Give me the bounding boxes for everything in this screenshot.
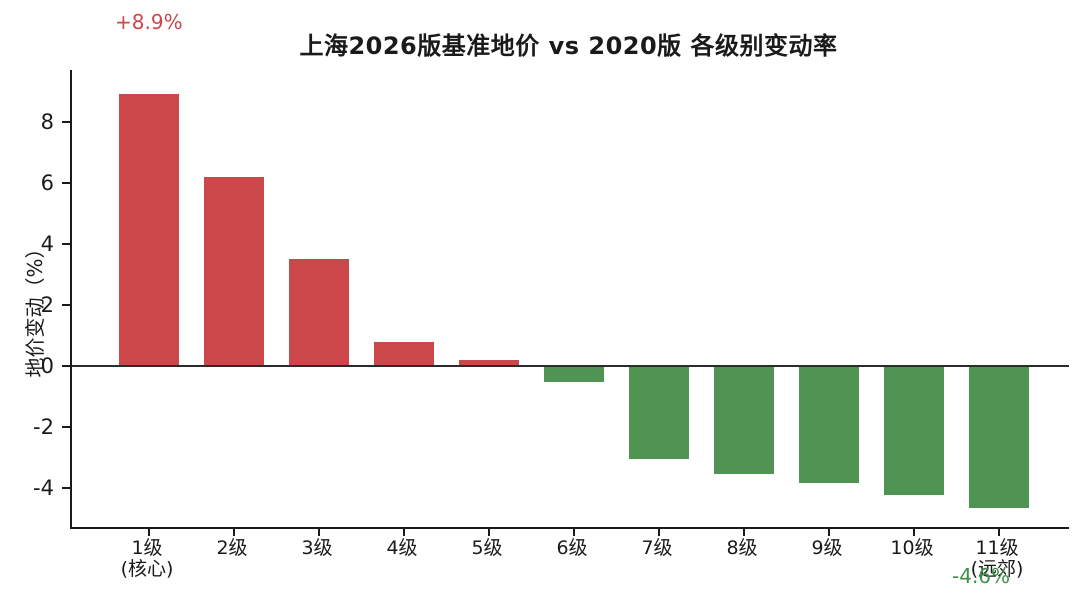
bar-7级 <box>629 367 689 459</box>
chart-title: 上海2026版基准地价 vs 2020版 各级别变动率 <box>299 32 838 60</box>
bar-1级 <box>119 94 179 366</box>
x-category-label-4级: 4级 <box>386 537 418 559</box>
x-category-label-3级: 3级 <box>301 537 333 559</box>
x-category-label-11级: 11级 (远郊) <box>970 537 1024 580</box>
x-tick-mark <box>233 527 235 536</box>
min-value-annotation: -4.6% <box>952 564 1011 588</box>
x-category-label-10级: 10级 <box>890 537 934 559</box>
x-axis-labels: 1级 (核心) 2级 3级 4级 5级 6级 7级 8级 9级 10级 11级 (远郊) <box>70 538 1067 588</box>
zero-line <box>72 365 1069 367</box>
y-tick-mark <box>62 242 72 245</box>
plot-area: 8 6 4 2 0 -2 -4 <box>33 70 1069 536</box>
x-category-label-7级: 7级 <box>641 537 673 559</box>
y-tick-label: 6 <box>40 170 54 195</box>
y-tick-label: 4 <box>40 231 54 256</box>
bar-10级 <box>884 367 944 496</box>
max-value-annotation: +8.9% <box>115 10 183 34</box>
y-tick-label: -2 <box>33 415 54 440</box>
y-tick-mark <box>62 487 72 490</box>
x-category-label-6级: 6级 <box>556 537 588 559</box>
bar-5级 <box>459 359 519 366</box>
bar-3级 <box>289 259 349 366</box>
bar-9级 <box>799 367 859 484</box>
y-tick-mark <box>62 181 72 184</box>
x-tick-mark <box>743 527 745 536</box>
y-tick-mark <box>62 426 72 429</box>
x-category-label-1级: 1级 (核心) <box>120 537 174 580</box>
bar-11级 <box>969 367 1029 508</box>
x-tick-mark <box>488 527 490 536</box>
bar-8级 <box>714 367 774 474</box>
x-tick-mark <box>403 527 405 536</box>
y-tick-label: -4 <box>33 476 54 501</box>
x-tick-mark <box>318 527 320 536</box>
x-category-label-5级: 5级 <box>471 537 503 559</box>
y-tick-mark <box>62 120 72 123</box>
y-tick-mark <box>62 365 72 367</box>
x-tick-mark <box>913 527 915 536</box>
y-tick-label: 2 <box>40 292 54 317</box>
x-tick-mark <box>573 527 575 536</box>
y-tick-label: 8 <box>40 109 54 134</box>
x-tick-mark <box>998 527 1000 536</box>
x-category-label-8级: 8级 <box>726 537 758 559</box>
bar-4级 <box>374 341 434 366</box>
bar-6级 <box>544 367 604 383</box>
x-tick-mark <box>828 527 830 536</box>
y-tick-mark <box>62 303 72 306</box>
x-tick-mark <box>148 527 150 536</box>
x-tick-mark <box>658 527 660 536</box>
y-tick-label: 0 <box>40 354 54 378</box>
bar-2级 <box>204 176 264 366</box>
x-category-label-2级: 2级 <box>216 537 248 559</box>
x-category-label-9级: 9级 <box>811 537 843 559</box>
